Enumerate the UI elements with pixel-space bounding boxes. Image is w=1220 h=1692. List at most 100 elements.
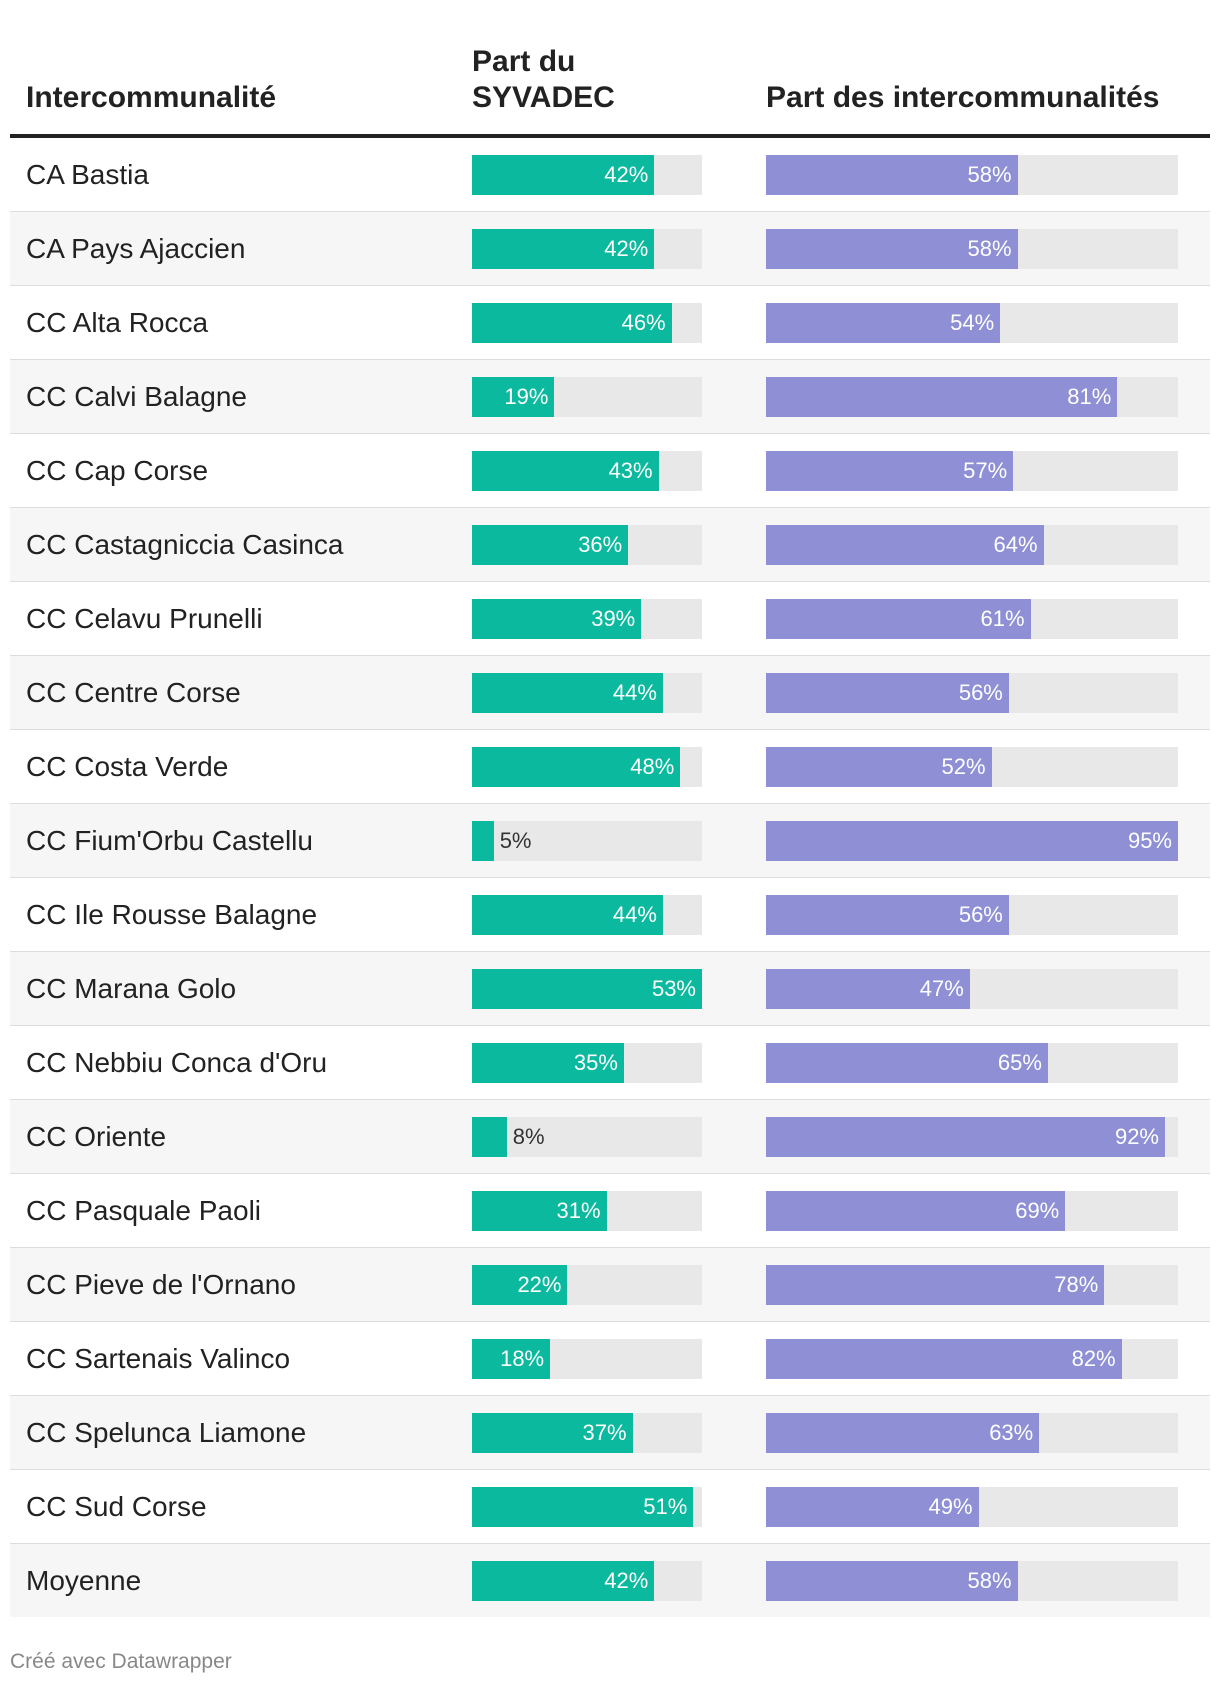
syvadec-bar	[472, 1339, 551, 1379]
syvadec-bar-track: 35%	[472, 1043, 702, 1083]
syvadec-value-label: 35%	[573, 1050, 618, 1075]
row-name: CA Bastia	[26, 159, 149, 190]
syvadec-bar-track: 39%	[472, 599, 702, 639]
intercommunalites-bar-track: 69%	[766, 1191, 1178, 1231]
syvadec-bar	[472, 821, 494, 861]
syvadec-bar-track: 36%	[472, 525, 702, 565]
syvadec-bar-track: 53%	[472, 969, 702, 1009]
syvadec-value-label: 43%	[608, 458, 653, 483]
syvadec-bar	[472, 1191, 607, 1231]
syvadec-bar	[472, 1413, 633, 1453]
table-row: CC Oriente 8% 92%	[10, 1100, 1210, 1174]
intercommunalites-bar-track: 54%	[766, 303, 1178, 343]
intercommunalites-bar-track: 78%	[766, 1265, 1178, 1305]
intercommunalites-bar-track: 61%	[766, 599, 1178, 639]
syvadec-value-label: 8%	[512, 1124, 545, 1149]
syvadec-bar	[472, 377, 555, 417]
table-row: CC Marana Golo 53% 47%	[10, 952, 1210, 1026]
syvadec-bar	[472, 747, 681, 787]
syvadec-bar-track: 22%	[472, 1265, 702, 1305]
intercommunalites-value-label: 56%	[958, 680, 1003, 705]
intercommunalites-bar-track: 58%	[766, 155, 1178, 195]
table-row: CC Costa Verde 48% 52%	[10, 730, 1210, 804]
row-name: CC Alta Rocca	[26, 307, 209, 338]
column-header-intercommunalite[interactable]: Intercommunalité	[26, 81, 277, 114]
intercommunalites-value-label: 69%	[1015, 1198, 1060, 1223]
syvadec-value-label: 39%	[591, 606, 636, 631]
intercommunalites-value-label: 63%	[989, 1420, 1034, 1445]
syvadec-bar	[472, 451, 659, 491]
row-name: CC Castagniccia Casinca	[26, 529, 344, 560]
syvadec-bar	[472, 229, 655, 269]
intercommunalites-value-label: 95%	[1127, 828, 1172, 853]
row-name: Moyenne	[26, 1565, 142, 1596]
syvadec-bar-track: 46%	[472, 303, 702, 343]
syvadec-bar	[472, 673, 663, 713]
intercommunalites-bar	[766, 451, 1014, 491]
row-name: CC Sud Corse	[26, 1491, 207, 1522]
syvadec-bar-track: 48%	[472, 747, 702, 787]
table-row: CA Pays Ajaccien 42% 58%	[10, 212, 1210, 286]
intercommunalites-bar	[766, 1561, 1018, 1601]
intercommunalites-bar-track: 81%	[766, 377, 1178, 417]
intercommunalites-value-label: 54%	[950, 310, 995, 335]
column-header-syvadec[interactable]: Part du SYVADEC	[472, 45, 615, 114]
intercommunalites-bar	[766, 377, 1118, 417]
syvadec-bar	[472, 525, 629, 565]
intercommunalites-bar-track: 52%	[766, 747, 1178, 787]
intercommunalites-bar-track: 82%	[766, 1339, 1178, 1379]
syvadec-bar-track: 43%	[472, 451, 702, 491]
syvadec-bar-track: 51%	[472, 1487, 702, 1527]
syvadec-value-label: 37%	[582, 1420, 627, 1445]
syvadec-value-label: 18%	[500, 1346, 545, 1371]
table-row: Moyenne 42% 58%	[10, 1544, 1210, 1617]
intercommunalites-bar	[766, 303, 1001, 343]
intercommunalites-bar	[766, 1265, 1105, 1305]
intercommunalites-bar	[766, 1487, 979, 1527]
syvadec-value-label: 31%	[556, 1198, 601, 1223]
intercommunalites-bar	[766, 599, 1031, 639]
syvadec-bar	[472, 1265, 568, 1305]
intercommunalites-bar	[766, 821, 1178, 861]
column-header-intercommunalites[interactable]: Part des intercommunalités	[766, 81, 1160, 114]
intercommunalites-bar	[766, 747, 992, 787]
intercommunalites-bar-track: 63%	[766, 1413, 1178, 1453]
syvadec-bar	[472, 1487, 694, 1527]
syvadec-value-label: 53%	[651, 976, 696, 1001]
row-name: CC Pieve de l'Ornano	[26, 1269, 296, 1300]
syvadec-value-label: 5%	[499, 828, 532, 853]
intercommunalites-value-label: 47%	[919, 976, 964, 1001]
table-row: CC Sartenais Valinco 18% 82%	[10, 1322, 1210, 1396]
row-name: CC Cap Corse	[26, 455, 209, 486]
syvadec-bar-track: 37%	[472, 1413, 702, 1453]
table-row: CC Calvi Balagne 19% 81%	[10, 360, 1210, 434]
syvadec-bar	[472, 969, 702, 1009]
row-name: CC Ile Rousse Balagne	[26, 899, 318, 930]
table-row: CC Ile Rousse Balagne 44% 56%	[10, 878, 1210, 952]
syvadec-bar	[472, 1117, 507, 1157]
intercommunalites-value-label: 56%	[958, 902, 1003, 927]
intercommunalites-value-label: 92%	[1114, 1124, 1159, 1149]
intercommunalites-bar	[766, 895, 1009, 935]
table-row: CC Pieve de l'Ornano 22% 78%	[10, 1248, 1210, 1322]
syvadec-bar-track: 42%	[472, 155, 702, 195]
row-name: CC Marana Golo	[26, 973, 237, 1004]
syvadec-bar-track: 42%	[472, 1561, 702, 1601]
syvadec-bar-track: 44%	[472, 895, 702, 935]
syvadec-value-label: 42%	[604, 236, 649, 261]
intercommunalites-bar	[766, 1413, 1040, 1453]
table-row: CC Cap Corse 43% 57%	[10, 434, 1210, 508]
table-row: CC Celavu Prunelli 39% 61%	[10, 582, 1210, 656]
row-name: CC Celavu Prunelli	[26, 603, 263, 634]
syvadec-bar-track: 44%	[472, 673, 702, 713]
intercommunalites-bar-track: 95%	[766, 821, 1178, 861]
row-name: CC Calvi Balagne	[26, 381, 247, 412]
row-name: CC Centre Corse	[26, 677, 241, 708]
syvadec-value-label: 36%	[578, 532, 623, 557]
intercommunalites-value-label: 58%	[967, 1568, 1012, 1593]
row-name: CC Pasquale Paoli	[26, 1195, 262, 1226]
syvadec-value-label: 46%	[621, 310, 666, 335]
syvadec-bar	[472, 895, 663, 935]
intercommunalites-value-label: 52%	[941, 754, 986, 779]
syvadec-bar-track: 5%	[472, 821, 702, 861]
